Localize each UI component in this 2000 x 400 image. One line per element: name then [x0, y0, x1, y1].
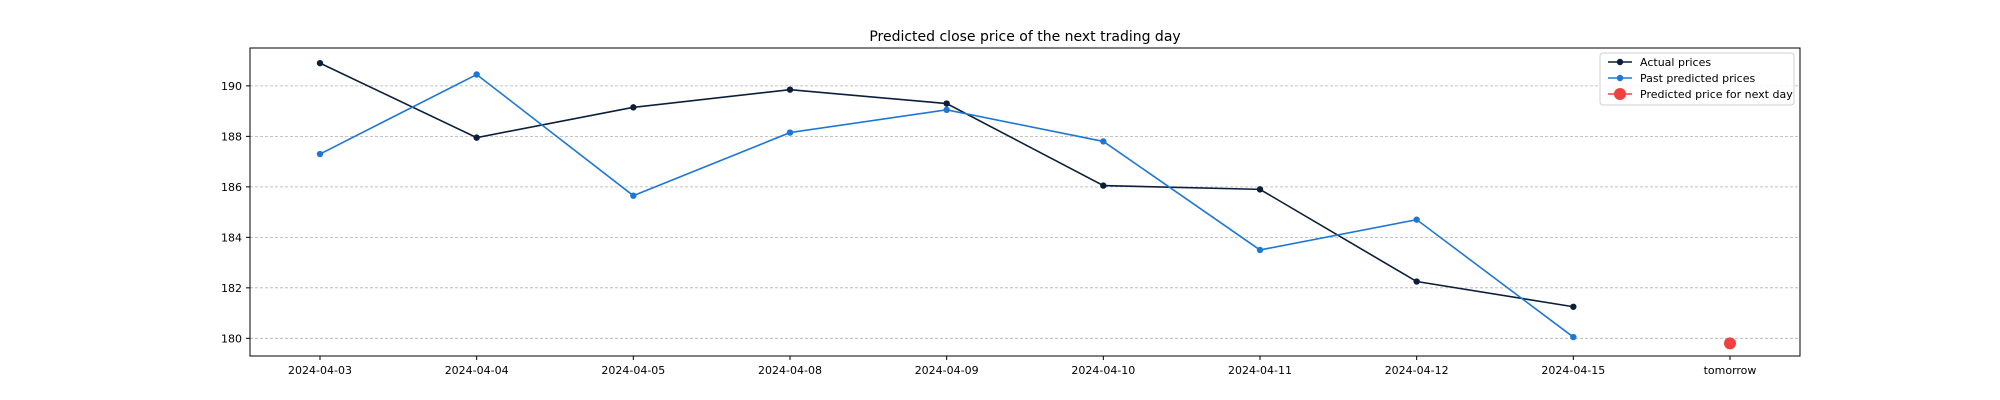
x-tick-label: 2024-04-15	[1541, 364, 1605, 377]
data-point	[630, 192, 637, 199]
data-point	[1413, 278, 1420, 285]
y-axis: 180 182 184 186 188 190	[221, 80, 250, 345]
y-tick-label: 188	[221, 130, 242, 143]
data-point	[316, 150, 324, 158]
x-tick-label: 2024-04-05	[601, 364, 665, 377]
y-tick-label: 184	[221, 231, 242, 244]
legend-box	[1599, 52, 1795, 106]
data-point	[1724, 337, 1736, 350]
x-tick-label: 2024-04-12	[1385, 364, 1449, 377]
x-tick-label: 2024-04-03	[288, 364, 352, 377]
legend-marker	[1614, 88, 1626, 100]
data-point	[943, 106, 950, 114]
data-point	[1100, 138, 1107, 145]
data-point	[473, 71, 480, 78]
x-tick-label: 2024-04-09	[915, 364, 979, 377]
x-tick-label: 2024-04-08	[758, 364, 822, 377]
series-group	[316, 59, 1736, 350]
y-tick-label: 180	[221, 332, 242, 345]
y-tick-label: 182	[221, 282, 242, 295]
data-point	[1256, 186, 1264, 193]
x-tick-label: 2024-04-10	[1071, 364, 1135, 377]
data-point	[786, 129, 794, 136]
legend-label: Predicted price for next day	[1640, 88, 1793, 101]
chart-title: Predicted close price of the next tradin…	[869, 29, 1180, 45]
data-point	[1570, 333, 1577, 341]
y-tick-label: 186	[221, 181, 242, 194]
legend-label: Past predicted prices	[1640, 72, 1755, 85]
legend-marker	[1616, 74, 1624, 82]
legend: Actual prices Past predicted prices Predic…	[1599, 52, 1795, 106]
x-tick-label: 2024-04-04	[445, 364, 509, 377]
x-axis: 2024-04-03 2024-04-04 2024-04-05 2024-04-08…	[288, 356, 1756, 377]
data-point	[316, 59, 324, 67]
x-tick-label: tomorrow	[1704, 364, 1757, 377]
x-tick-label: 2024-04-11	[1228, 364, 1292, 377]
data-point	[630, 104, 637, 111]
data-point	[786, 86, 794, 93]
legend-label: Actual prices	[1640, 56, 1711, 69]
series-line-1	[319, 73, 1574, 338]
data-point	[1570, 303, 1577, 310]
data-point	[1413, 216, 1420, 223]
legend-marker	[1616, 58, 1624, 66]
data-point	[473, 134, 480, 141]
y-tick-label: 190	[221, 80, 242, 93]
data-point	[1100, 182, 1107, 189]
data-point	[1256, 246, 1264, 254]
plot-frame	[249, 47, 1801, 357]
data-point	[943, 100, 950, 107]
grid-lines	[250, 85, 1800, 339]
